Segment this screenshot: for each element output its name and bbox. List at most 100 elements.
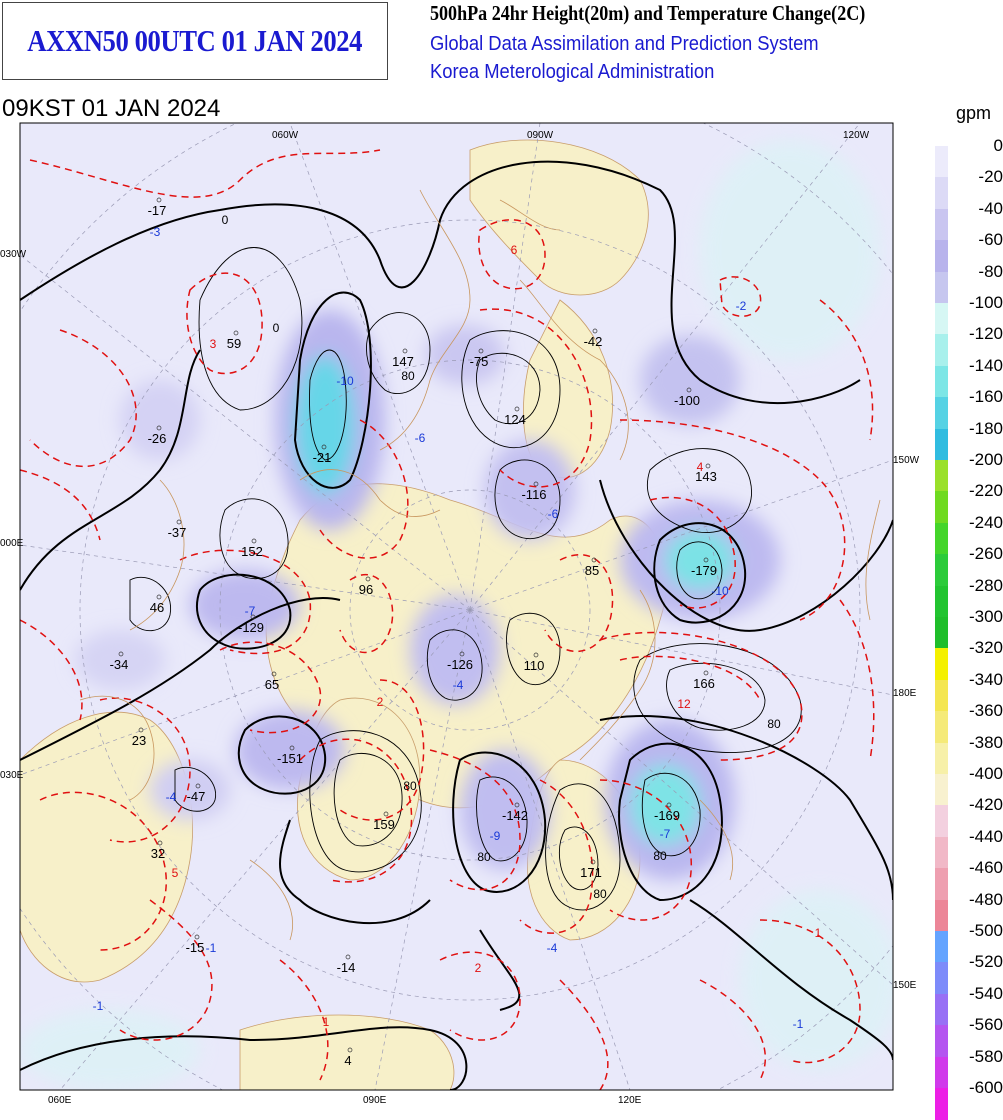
color-swatch <box>935 491 948 524</box>
center-marker <box>156 594 162 600</box>
color-swatch <box>935 240 948 273</box>
height-change-center-label: -15 <box>186 940 205 955</box>
lon-label-060w: 060W <box>272 130 299 141</box>
legend-level-label: -520 <box>968 952 1003 972</box>
center-marker <box>271 671 277 677</box>
temperature-change-center-label: -7 <box>660 827 671 841</box>
height-change-center-label: 23 <box>132 733 146 748</box>
product-code-title: AXXN50 00UTC 01 JAN 2024 <box>27 23 363 58</box>
height-change-center-label: -75 <box>470 354 489 369</box>
legend-level-label: -320 <box>968 638 1003 658</box>
height-change-center-label: 171 <box>580 865 602 880</box>
color-swatch <box>935 648 948 681</box>
legend-level-label: -400 <box>968 764 1003 783</box>
contour-value-label: 80 <box>403 779 417 793</box>
height-change-center-label: -142 <box>502 808 528 823</box>
center-marker <box>156 425 162 431</box>
height-change-center-label: 4 <box>344 1053 351 1068</box>
legend-level-label: -560 <box>968 1015 1003 1035</box>
temperature-change-center-label: -9 <box>490 829 501 843</box>
height-change-center-label: 124 <box>504 412 526 427</box>
height-fall-shading <box>75 310 780 880</box>
center-marker <box>590 859 596 865</box>
height-change-center-label: 143 <box>695 469 717 484</box>
center-marker <box>233 330 239 336</box>
color-swatch <box>935 962 948 995</box>
height-change-center-label: -179 <box>691 563 717 578</box>
map-frame <box>19 122 894 1091</box>
cyan-shading <box>20 140 893 1090</box>
height-change-center-label: 147 <box>392 354 414 369</box>
lon-label-090w: 090W <box>527 130 554 141</box>
color-swatch <box>935 460 948 492</box>
center-marker <box>533 652 539 658</box>
color-swatch <box>935 397 948 430</box>
center-marker <box>591 557 597 563</box>
color-swatch <box>935 868 948 901</box>
center-marker <box>705 463 711 469</box>
height-change-center-label: 85 <box>585 563 599 578</box>
temperature-change-center-label: -1 <box>93 999 104 1013</box>
height-change-center-label: -26 <box>148 431 167 446</box>
contour-value-label: 0 <box>222 213 229 227</box>
height-change-center-label: 46 <box>150 600 164 615</box>
center-marker <box>251 538 257 544</box>
legend-level-label: -100 <box>968 293 1003 312</box>
legend-level-label: -120 <box>968 324 1003 344</box>
contour-value-label: 80 <box>593 887 607 901</box>
legend-level-label: -540 <box>968 983 1003 1003</box>
temperature-change-center-label: -3 <box>150 225 161 239</box>
height-change-center-label: 59 <box>227 336 241 351</box>
temperature-change-center-label: -7 <box>245 604 256 618</box>
height-change-center-label: 166 <box>693 676 715 691</box>
center-marker <box>365 576 371 582</box>
lon-label-030w: 030W <box>0 249 27 260</box>
legend-level-label: 0 <box>993 136 1003 155</box>
legend-level-label: -500 <box>968 921 1003 940</box>
color-swatch <box>935 993 948 1026</box>
color-swatch <box>935 428 948 461</box>
height-change-center-label: -37 <box>168 525 187 540</box>
color-swatch <box>935 554 948 587</box>
legend-level-label: -340 <box>968 669 1003 689</box>
temperature-change-center-label: -4 <box>547 941 558 955</box>
legend-level-label: -20 <box>978 167 1003 187</box>
legend-level-label: -60 <box>978 230 1003 250</box>
height-change-contours <box>20 160 893 1090</box>
color-swatch <box>935 836 948 869</box>
product-code-box: AXXN50 00UTC 01 JAN 2024 <box>2 2 388 80</box>
center-marker <box>195 783 201 789</box>
coastlines <box>79 189 881 941</box>
center-marker <box>321 444 327 450</box>
height-change-center-label: -14 <box>337 960 356 975</box>
contour-value-label: 80 <box>477 850 491 864</box>
color-swatch <box>935 1088 948 1120</box>
temperature-change-center-label: -1 <box>206 941 217 955</box>
height-change-center-label: 32 <box>151 846 165 861</box>
legend-level-label: -160 <box>968 387 1003 407</box>
height-change-center-label: -169 <box>654 808 680 823</box>
height-change-center-label: -100 <box>674 393 700 408</box>
height-change-center-label: 65 <box>265 677 279 692</box>
temperature-change-center-label: 5 <box>172 866 179 880</box>
legend-level-label: -480 <box>968 889 1003 909</box>
height-change-center-label: -129 <box>238 620 264 635</box>
color-swatch <box>935 899 948 932</box>
center-marker <box>138 727 144 733</box>
lon-label-120e: 120E <box>618 1095 642 1106</box>
temperature-change-center-label: -2 <box>736 299 747 313</box>
temperature-change-center-label: -10 <box>711 584 729 598</box>
height-change-center-label: -151 <box>277 751 303 766</box>
contour-value-label: 0 <box>273 321 280 335</box>
agency-name: Korea Meterological Administration <box>430 61 715 83</box>
legend-level-label: -280 <box>968 575 1003 595</box>
system-name: Global Data Assimilation and Prediction … <box>430 33 819 55</box>
height-change-center-label: 152 <box>241 544 263 559</box>
legend-level-label: -460 <box>968 858 1003 878</box>
lon-label-000e: 000E <box>0 538 24 549</box>
color-swatch <box>935 1025 948 1058</box>
lon-label-150w: 150W <box>893 455 920 466</box>
center-marker <box>514 802 520 808</box>
legend-level-label: -440 <box>968 826 1003 846</box>
